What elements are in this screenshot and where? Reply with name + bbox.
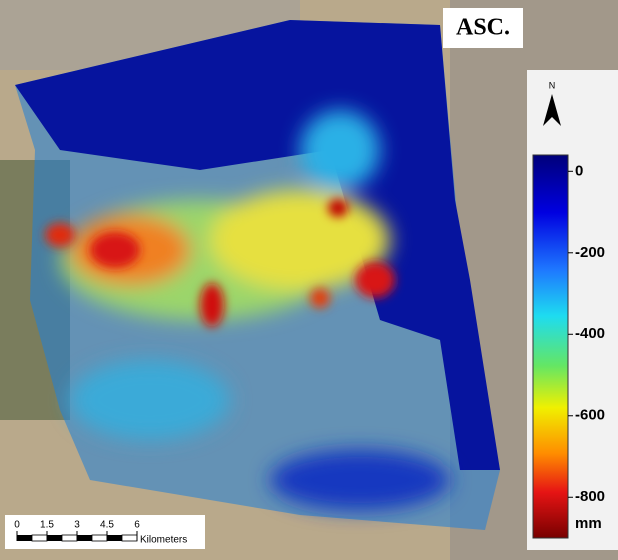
blob xyxy=(70,360,230,440)
hotspot xyxy=(310,288,330,308)
colorbar-tick-label: -200 xyxy=(575,244,605,261)
scale-segment xyxy=(121,534,138,542)
colorbar xyxy=(532,154,569,539)
north-arrow xyxy=(543,94,561,126)
scale-segment xyxy=(91,534,108,542)
colorbar-tick-label: -600 xyxy=(575,407,605,424)
scale-tick-label: 6 xyxy=(134,520,140,531)
scale-segment xyxy=(77,535,92,541)
stable-area xyxy=(15,20,500,470)
colorbar-tick-label: -400 xyxy=(575,325,605,342)
hotspots xyxy=(45,199,395,327)
north-label: N xyxy=(549,80,556,90)
scale-segment xyxy=(31,534,48,542)
colorbar-tick-label: 0 xyxy=(575,162,583,179)
title-box xyxy=(443,8,523,48)
scale-segment xyxy=(61,534,78,542)
blob xyxy=(270,450,450,510)
subsidence-pattern xyxy=(60,110,450,510)
hotspot xyxy=(200,283,224,327)
scale-tick-label: 3 xyxy=(74,520,80,531)
hotspot xyxy=(328,199,348,217)
scale-segment xyxy=(107,535,122,541)
scale-segment xyxy=(47,535,62,541)
scale-unit: Kilometers xyxy=(140,535,187,546)
scale-bar-panel xyxy=(5,515,205,549)
hotspot xyxy=(355,262,395,298)
scale-tick-label: 4.5 xyxy=(100,520,114,531)
hotspot xyxy=(45,223,75,247)
title: ASC. xyxy=(456,15,510,41)
scale-tick-label: 1.5 xyxy=(40,520,54,531)
hotspot xyxy=(90,232,140,268)
scale-segment xyxy=(17,535,32,541)
blob xyxy=(210,190,390,290)
scale-tick-label: 0 xyxy=(14,520,20,531)
colorbar-tick-label: -800 xyxy=(575,488,605,505)
blob xyxy=(300,110,380,190)
colorbar-unit: mm xyxy=(575,515,602,532)
